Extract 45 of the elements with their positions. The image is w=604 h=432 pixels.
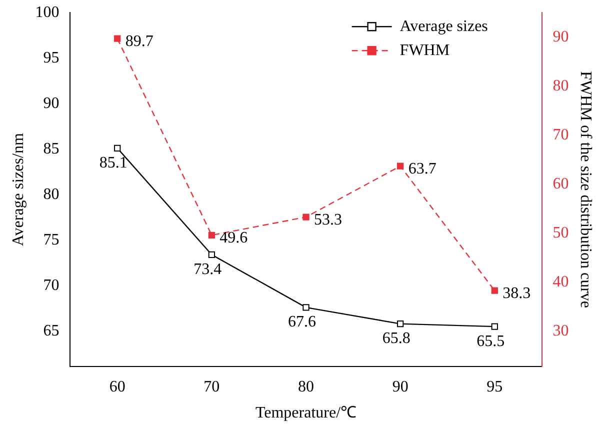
data-label: 73.4 (194, 260, 222, 278)
data-label: 53.3 (314, 211, 342, 228)
y2-axis-title: FWHM of the size distribution curve (577, 71, 594, 308)
x-tick-label: 95 (486, 378, 503, 396)
point (302, 214, 310, 220)
legend-label: FWHM (400, 42, 450, 59)
y-tick-label: 85 (43, 140, 60, 158)
y2-tick-label: 30 (552, 322, 569, 340)
data-label: 65.8 (382, 330, 410, 348)
x-axis-title: Temperature/℃ (255, 404, 357, 422)
data-label: 38.3 (502, 284, 531, 302)
point (491, 287, 498, 294)
point (208, 251, 216, 258)
y-axis-title: Average sizes/nm (10, 132, 27, 246)
point (491, 323, 498, 330)
data-label: 63.7 (408, 160, 436, 178)
y-tick-label: 90 (43, 94, 60, 112)
x-tick-label: 70 (204, 378, 220, 396)
y-tick-label: 80 (43, 186, 60, 203)
y-tick-label: 100 (35, 4, 60, 21)
data-label: 65.5 (476, 332, 505, 350)
data-label: 89.7 (125, 32, 154, 50)
y2-tick-label: 70 (552, 126, 569, 144)
y2-tick-label: 50 (552, 224, 569, 242)
point (208, 232, 216, 239)
point (114, 35, 121, 42)
y-tick-label: 95 (43, 49, 60, 66)
data-label: 85.1 (99, 154, 128, 172)
x-tick-label: 90 (392, 378, 408, 396)
y-tick-label: 75 (43, 231, 60, 248)
y2-tick-label: 40 (552, 273, 569, 290)
point (396, 320, 404, 328)
point (396, 162, 404, 170)
y2-tick-label: 80 (552, 77, 569, 94)
y-tick-label: 70 (43, 276, 60, 294)
y-tick-label: 65 (43, 322, 60, 340)
y2-tick-label: 60 (552, 175, 569, 192)
y2-tick-label: 90 (552, 28, 569, 46)
x-tick-label: 60 (109, 378, 126, 396)
legend-label: Average sizes (400, 18, 488, 35)
data-label: 67.6 (288, 314, 316, 331)
x-tick-label: 80 (298, 378, 314, 396)
data-label: 49.6 (220, 229, 248, 246)
point (114, 144, 121, 152)
point (302, 304, 310, 311)
